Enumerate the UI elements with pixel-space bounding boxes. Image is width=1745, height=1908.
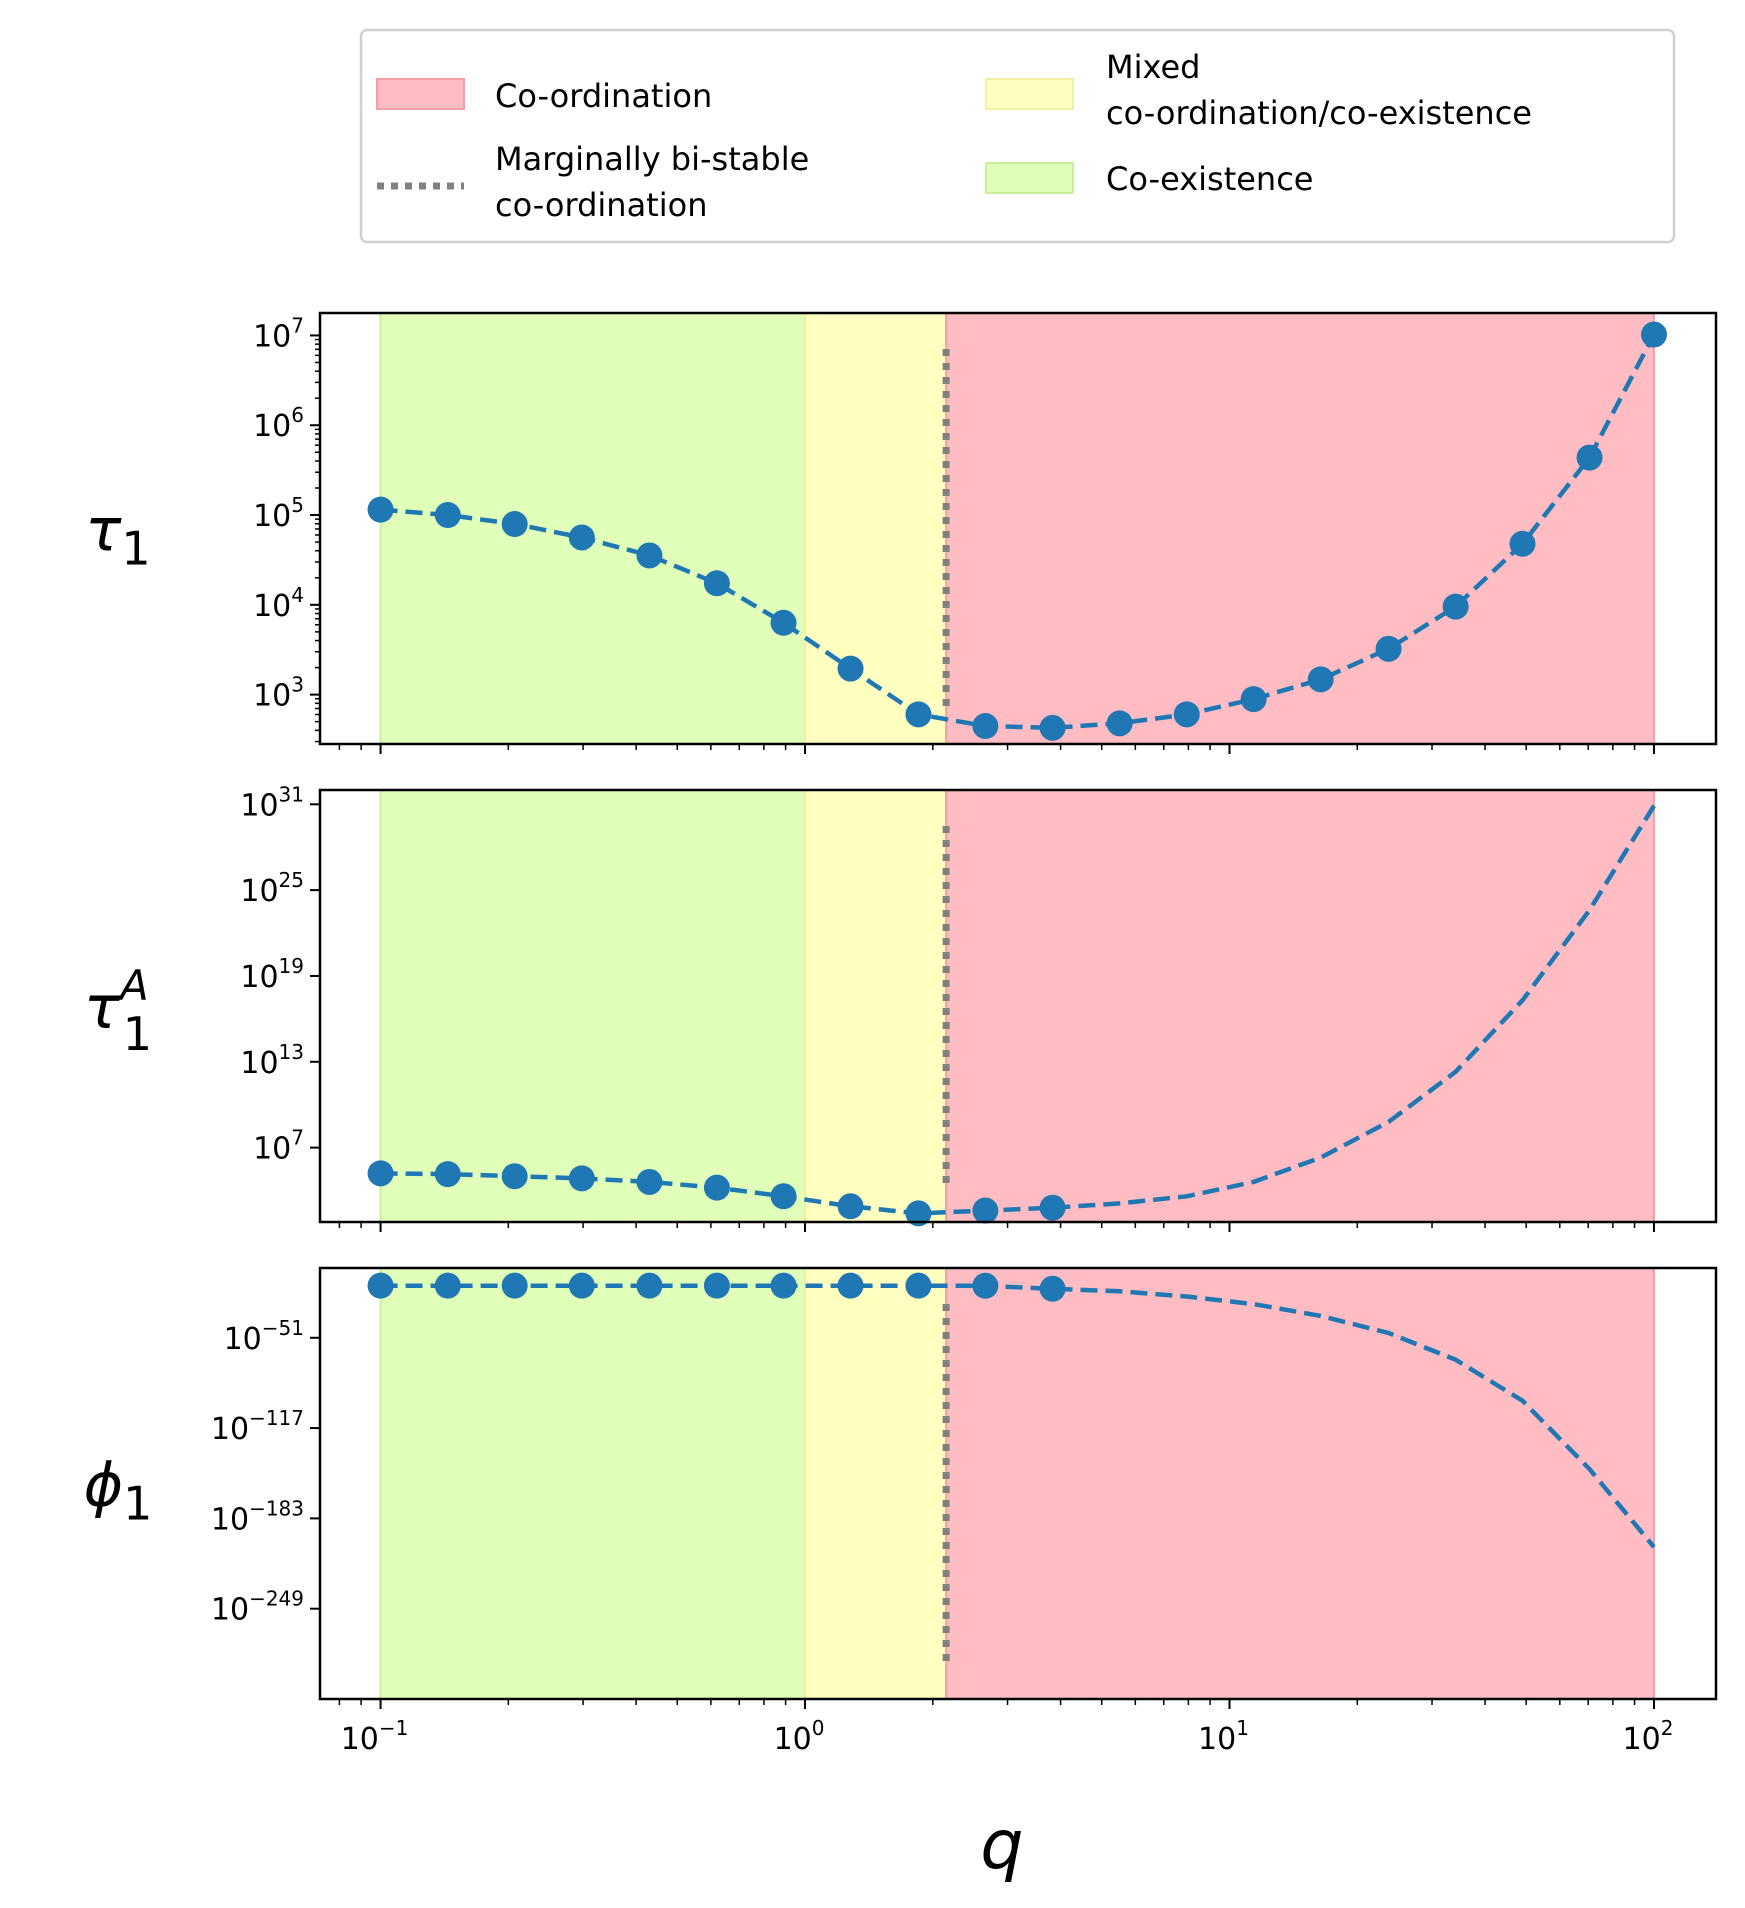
region-coordination (945, 312, 1655, 745)
data-point (367, 496, 394, 523)
y-tick-label: 103 (253, 673, 304, 714)
axes-frame (318, 788, 1718, 1224)
data-point (1576, 444, 1603, 471)
data-point (837, 1193, 864, 1220)
y-tick-label: 1031 (240, 782, 304, 823)
legend-label-mixed-line2: co-ordination/co-existence (1106, 94, 1532, 132)
panel-tau1A: 107 1013 1019 1025 1031 τA 1 (84, 782, 1718, 1232)
panel-phi1: 10−51 10−117 10−183 10−249 10−1 100 101 102 ϕ1 (84, 1266, 1718, 1757)
y-tick-label: 107 (253, 1126, 304, 1167)
data-point (501, 1163, 528, 1190)
region-mixed (804, 312, 948, 745)
y-axis-label: τA 1 (84, 961, 152, 1061)
y-tick-label: 107 (253, 313, 304, 354)
region-coexistence (379, 789, 807, 1223)
data-point (367, 1272, 394, 1299)
data-point (1039, 1275, 1066, 1302)
x-tick-label: 10−1 (341, 1716, 409, 1757)
data-point (1509, 530, 1536, 557)
y-tick-label: 1025 (240, 868, 304, 909)
axes-frame (318, 1266, 1718, 1701)
data-point (1039, 714, 1066, 741)
legend-label-coordination: Co-ordination (495, 77, 712, 115)
region-mixed (804, 789, 948, 1223)
legend-label-coexistence: Co-existence (1106, 160, 1313, 198)
data-point (568, 1165, 595, 1192)
data-point (1307, 666, 1334, 693)
y-tick-label: 10−183 (211, 1496, 304, 1537)
data-point (905, 1272, 932, 1299)
y-tick-label: 10−51 (224, 1316, 304, 1357)
legend-label-marginal-line2: co-ordination (495, 186, 707, 224)
data-point (636, 542, 663, 569)
data-point (703, 1272, 730, 1299)
data-point (501, 1272, 528, 1299)
y-axis-label: ϕ1 (84, 1451, 153, 1531)
region-coordination (945, 1267, 1655, 1700)
legend-label-mixed-line1: Mixed (1106, 48, 1200, 86)
data-point (1375, 635, 1402, 662)
data-point (837, 655, 864, 682)
data-point (1106, 710, 1133, 737)
data-point (770, 1183, 797, 1210)
region-coexistence (379, 312, 807, 745)
data-point (905, 701, 932, 728)
data-point (568, 524, 595, 551)
data-point (1240, 686, 1267, 713)
y-tick-label: 106 (253, 403, 304, 444)
x-tick-label: 101 (1198, 1716, 1249, 1757)
x-axis-label: q (980, 1806, 1023, 1885)
legend-swatch-coexistence (985, 162, 1074, 194)
data-point (501, 511, 528, 538)
data-point (770, 1272, 797, 1299)
y-tick-label: 1019 (240, 954, 304, 995)
data-point (434, 1272, 461, 1299)
data-point (434, 1161, 461, 1188)
legend: Co-ordination Marginally bi-stable co-or… (359, 28, 1676, 244)
y-tick-label: 104 (253, 583, 304, 624)
data-point (703, 570, 730, 597)
data-point (367, 1160, 394, 1187)
region-mixed (804, 1267, 948, 1700)
legend-swatch-coordination (376, 78, 465, 110)
legend-swatch-mixed (985, 78, 1074, 110)
data-point (703, 1174, 730, 1201)
data-point (770, 609, 797, 636)
panel-tau1: 103 104 105 106 107 τ1 (85, 311, 1718, 754)
data-point (972, 713, 999, 740)
x-tick-label: 100 (774, 1716, 825, 1757)
data-point (972, 1272, 999, 1299)
y-tick-label: 105 (253, 493, 304, 534)
region-coordination (945, 789, 1655, 1223)
data-point (636, 1272, 663, 1299)
data-point (1173, 701, 1200, 728)
y-tick-label: 10−117 (211, 1406, 304, 1447)
data-point (1640, 321, 1667, 348)
data-point (837, 1272, 864, 1299)
data-point (434, 502, 461, 529)
data-point (1039, 1194, 1066, 1221)
data-point (1442, 593, 1469, 620)
y-tick-label: 10−249 (211, 1587, 304, 1628)
legend-frame (359, 28, 1676, 244)
data-point (636, 1168, 663, 1195)
region-coexistence (379, 1267, 807, 1700)
y-tick-label: 1013 (240, 1040, 304, 1081)
legend-label-marginal-line1: Marginally bi-stable (495, 140, 809, 178)
data-point (568, 1272, 595, 1299)
x-tick-label: 102 (1623, 1716, 1674, 1757)
y-axis-label: τ1 (85, 496, 150, 576)
data-point (905, 1200, 932, 1227)
data-point (972, 1197, 999, 1224)
